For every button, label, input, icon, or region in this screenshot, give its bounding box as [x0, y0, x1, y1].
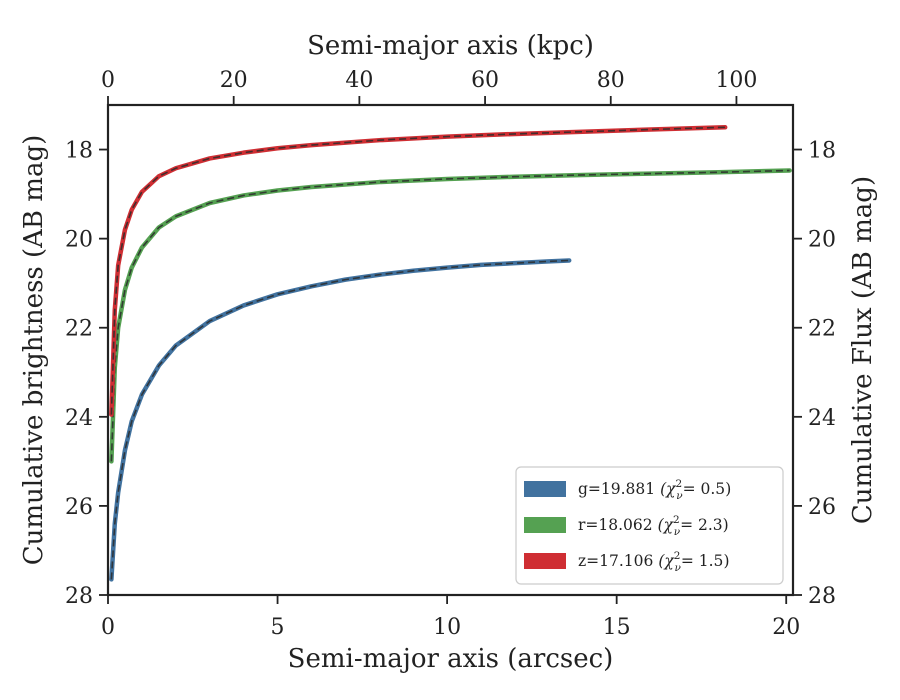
- series-z-model-dashed: [110, 126, 726, 415]
- legend-chi-r: = 2.3: [680, 516, 723, 534]
- x-top-tick-label: 0: [101, 68, 115, 93]
- legend-entry-z: z=17.106 (χ2 ν= 1.5): [578, 550, 730, 574]
- y-right-axis-title: Cumulative Flux (AB mag): [848, 176, 878, 524]
- x-top-tick-label: 80: [597, 68, 625, 93]
- x-top-axis-title: Semi-major axis (kpc): [307, 31, 594, 61]
- y-left-tick-label: 26: [65, 495, 93, 520]
- plot-frame: [106, 103, 795, 597]
- y-right-tick-label: 24: [808, 406, 836, 431]
- y-right-tick-label: 20: [808, 228, 836, 253]
- x-tick-label: 10: [433, 615, 461, 640]
- legend-label-r: r=18.062: [578, 516, 658, 534]
- legend-label-g: g=19.881: [578, 480, 660, 498]
- x-top-tick-label: 60: [471, 68, 499, 93]
- legend: g=19.881 (χ2 ν= 0.5) r=18.062 (χ2 ν= 2.3) z=…: [515, 466, 784, 585]
- legend-chi-z: = 1.5: [681, 552, 724, 570]
- x-tick-label: 5: [271, 615, 285, 640]
- y-left-tick-label: 18: [65, 139, 93, 164]
- legend-chi-g: = 0.5: [683, 480, 726, 498]
- legend-entry-r: r=18.062 (χ2 ν= 2.3): [578, 514, 729, 538]
- legend-swatch-g: [524, 481, 566, 497]
- x-tick-label: 20: [772, 615, 800, 640]
- legend-swatch-r: [524, 517, 566, 533]
- legend-box: [515, 466, 784, 585]
- x-tick-label: 0: [101, 615, 115, 640]
- y-left-tick-label: 28: [65, 584, 93, 609]
- x-tick-label: 15: [603, 615, 631, 640]
- series-layer: [109, 125, 792, 582]
- y-left-tick-label: 22: [65, 317, 93, 342]
- x-top-tick-label: 40: [345, 68, 373, 93]
- y-right-tick-label: 18: [808, 139, 836, 164]
- legend-entry-g: g=19.881 (χ2 ν= 0.5): [578, 478, 731, 502]
- y-right-tick-label: 26: [808, 495, 836, 520]
- y-right-tick-label: 22: [808, 317, 836, 342]
- x-axis-title: Semi-major axis (arcsec): [288, 644, 614, 674]
- x-top-tick-label: 100: [715, 68, 757, 93]
- y-left-axis-title: Cumulative brightness (AB mag): [19, 135, 49, 566]
- y-left-tick-label: 20: [65, 228, 93, 253]
- series-r-model-dashed: [110, 169, 790, 462]
- legend-label-z: z=17.106: [578, 552, 658, 570]
- y-right-tick-label: 28: [808, 584, 836, 609]
- axes-layer: 0 5 10 15 20 0 20 40 60 80 100 18 20 22 24 26 28 18 20 22 24…: [19, 31, 878, 674]
- legend-swatch-z: [524, 553, 566, 569]
- x-top-tick-label: 20: [220, 68, 248, 93]
- series-g-model-dashed: [110, 259, 570, 580]
- y-left-tick-label: 24: [65, 406, 93, 431]
